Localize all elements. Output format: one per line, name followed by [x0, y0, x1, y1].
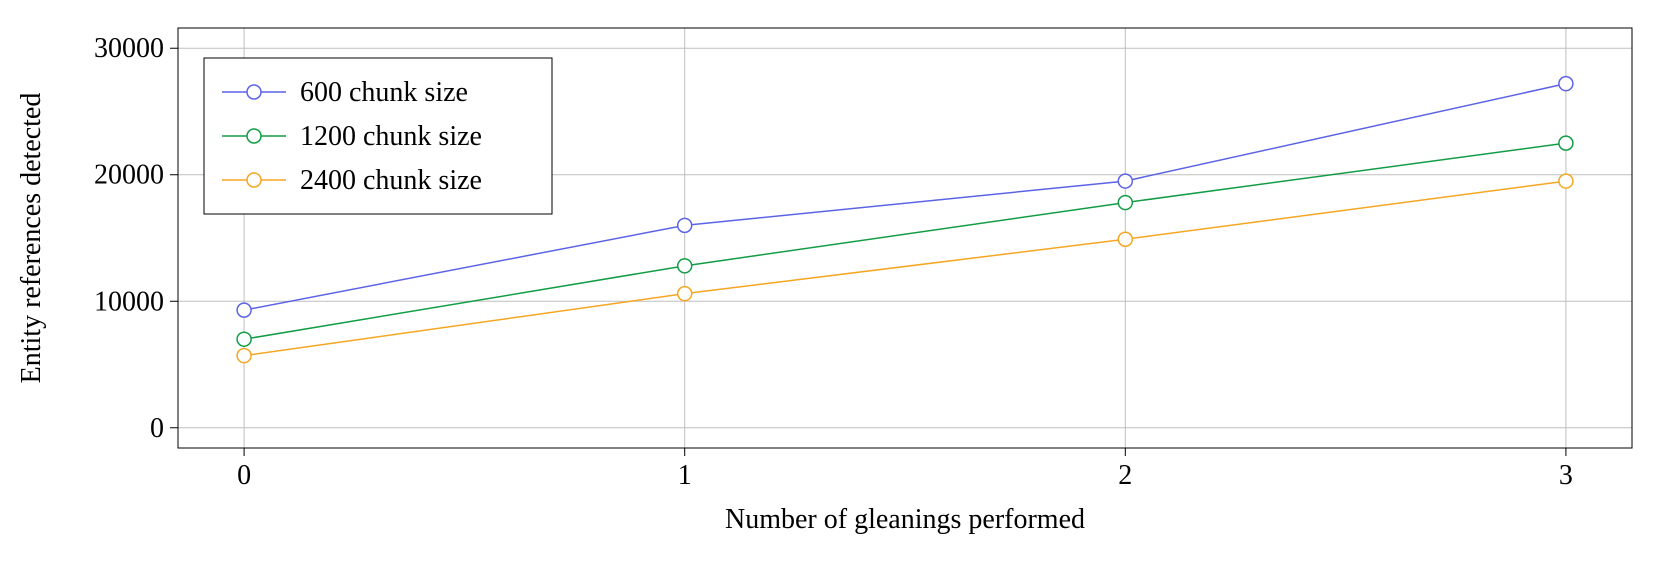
series-marker-2 [678, 287, 692, 301]
x-tick-label: 0 [237, 460, 251, 491]
y-axis-label: Entity references detected [16, 93, 47, 384]
series-marker-0 [1559, 77, 1573, 91]
series-marker-2 [1118, 232, 1132, 246]
series-marker-1 [678, 259, 692, 273]
series-marker-0 [678, 218, 692, 232]
series-marker-0 [1118, 174, 1132, 188]
y-tick-label: 30000 [94, 33, 164, 64]
chart-svg: 0 1 2 3 0 10000 20000 30000 Number of gleanings … [0, 0, 1676, 572]
legend-label-2: 2400 chunk size [300, 165, 482, 196]
legend-label-1: 1200 chunk size [300, 121, 482, 152]
y-tick-label: 0 [150, 413, 164, 444]
x-axis-label: Number of gleanings performed [725, 504, 1085, 535]
y-tick-label: 10000 [94, 286, 164, 317]
series-marker-1 [1118, 196, 1132, 210]
series-marker-0 [237, 303, 251, 317]
series-marker-2 [1559, 174, 1573, 188]
x-tick-label: 3 [1559, 460, 1573, 491]
legend-marker-0 [247, 85, 261, 99]
legend-label-0: 600 chunk size [300, 77, 468, 108]
legend-marker-1 [247, 129, 261, 143]
series-marker-1 [1559, 136, 1573, 150]
y-tick-label: 20000 [94, 160, 164, 191]
legend-marker-2 [247, 173, 261, 187]
x-tick-label: 2 [1118, 460, 1132, 491]
series-marker-1 [237, 332, 251, 346]
line-chart: 0 1 2 3 0 10000 20000 30000 Number of gleanings … [0, 0, 1676, 572]
x-tick-label: 1 [678, 460, 692, 491]
series-marker-2 [237, 349, 251, 363]
